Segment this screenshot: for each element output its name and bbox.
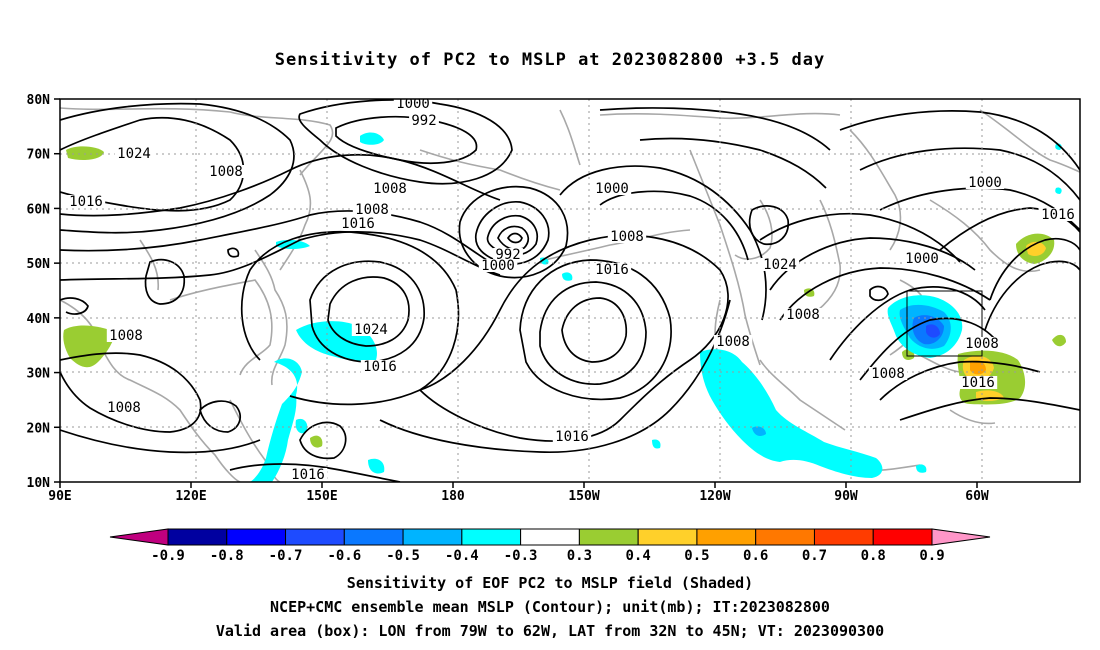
lat-tick-label: 80N [27,93,51,108]
colorbar-tick-label: 0.7 [802,548,827,564]
lat-tick-label: 20N [27,421,51,436]
lon-tick-label: 90W [834,489,858,504]
contour-label: 1024 [763,257,797,273]
contour-label: 1016 [595,262,629,278]
colorbar-tick-label: 0.6 [743,548,768,564]
contour-label: 1008 [610,229,644,245]
contour-label: 1008 [373,181,407,197]
contour-label: 1000 [968,175,1002,191]
contour-label: 1008 [965,336,999,352]
latitude-axis: 80N 70N 60N 50N 40N 30N 20N 10N [27,93,60,491]
lat-tick-label: 10N [27,476,51,491]
colorbar-tick-label: -0.3 [504,548,538,564]
caption-line-1: Sensitivity of EOF PC2 to MSLP field (Sh… [0,574,1100,592]
contour-label: 1000 [905,251,939,267]
caption-line-2: NCEP+CMC ensemble mean MSLP (Contour); u… [0,598,1100,616]
colorbar-box [814,529,873,545]
contour-label: 1008 [871,366,905,382]
colorbar-tick-label: 0.9 [919,548,944,564]
contour-label: 1016 [69,194,103,210]
colorbar: -0.9 -0.8 -0.7 -0.6 -0.5 -0.4 -0.3 0.3 0.4 0.5 0.6… [110,529,990,564]
contour-label: 1008 [209,164,243,180]
colorbar-tick-label: -0.6 [327,548,361,564]
colorbar-box [873,529,932,545]
lon-tick-label: 180 [441,489,465,504]
contour-label: 1016 [341,216,375,232]
colorbar-tick-label: 0.4 [626,548,651,564]
contour-label: 992 [411,113,436,129]
contour-label: 1016 [555,429,589,445]
lon-tick-label: 120E [175,489,206,504]
colorbar-tick-label: 0.8 [861,548,886,564]
colorbar-box [403,529,462,545]
lat-tick-label: 40N [27,312,51,327]
colorbar-tick-label: -0.5 [386,548,420,564]
colorbar-box [697,529,756,545]
colorbar-tick-label: 0.3 [567,548,592,564]
lat-tick-label: 70N [27,148,51,163]
contour-label: 1008 [107,400,141,416]
contour-label: 1016 [363,359,397,375]
lon-tick-label: 150W [568,489,599,504]
caption-line-3: Valid area (box): LON from 79W to 62W, L… [0,622,1100,640]
lat-tick-label: 50N [27,257,51,272]
lat-tick-label: 30N [27,367,51,382]
contour-label: 1016 [961,375,995,391]
contour-label: 1024 [117,146,151,162]
colorbar-tick-label: -0.9 [151,548,185,564]
lon-tick-label: 150E [306,489,337,504]
colorbar-box [286,529,345,545]
colorbar-box [462,529,521,545]
contour-label: 1008 [109,328,143,344]
colorbar-tick-label: 0.5 [684,548,709,564]
contour-label: 1024 [354,322,388,338]
lon-tick-label: 90E [48,489,71,504]
colorbar-box [638,529,697,545]
colorbar-tick-label: -0.4 [445,548,479,564]
contour-label: 1016 [291,467,325,483]
contour-label: 1008 [716,334,750,350]
lon-tick-label: 120W [699,489,730,504]
colorbar-high-arrow [932,529,990,545]
longitude-axis: 90E 120E 150E 180 150W 120W 90W 60W [48,482,989,504]
contour-label: 1008 [786,307,820,323]
colorbar-tick-label: -0.7 [269,548,303,564]
colorbar-box [579,529,638,545]
contour-label: 1000 [595,181,629,197]
colorbar-tick-label: -0.8 [210,548,244,564]
colorbar-box [344,529,403,545]
colorbar-box [521,529,580,545]
colorbar-low-arrow [110,529,168,545]
contour-label: 1000 [481,258,515,274]
colorbar-box [168,529,227,545]
colorbar-box [756,529,815,545]
colorbar-box [227,529,286,545]
lon-tick-label: 60W [965,489,989,504]
contour-label: 1016 [1041,207,1075,223]
lat-tick-label: 60N [27,202,51,217]
